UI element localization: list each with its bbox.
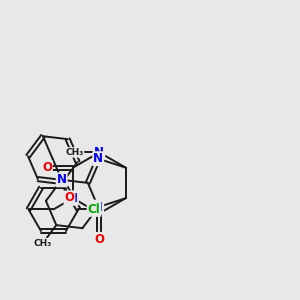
Text: CH₃: CH₃: [65, 148, 83, 157]
Text: O: O: [94, 233, 104, 246]
Text: N: N: [93, 201, 103, 214]
Text: O: O: [42, 161, 52, 174]
Text: Cl: Cl: [88, 203, 100, 216]
Text: N: N: [93, 152, 103, 165]
Text: N: N: [57, 173, 67, 186]
Text: N: N: [94, 146, 104, 159]
Text: N: N: [68, 192, 78, 205]
Text: O: O: [64, 191, 74, 205]
Text: CH₃: CH₃: [34, 238, 52, 247]
